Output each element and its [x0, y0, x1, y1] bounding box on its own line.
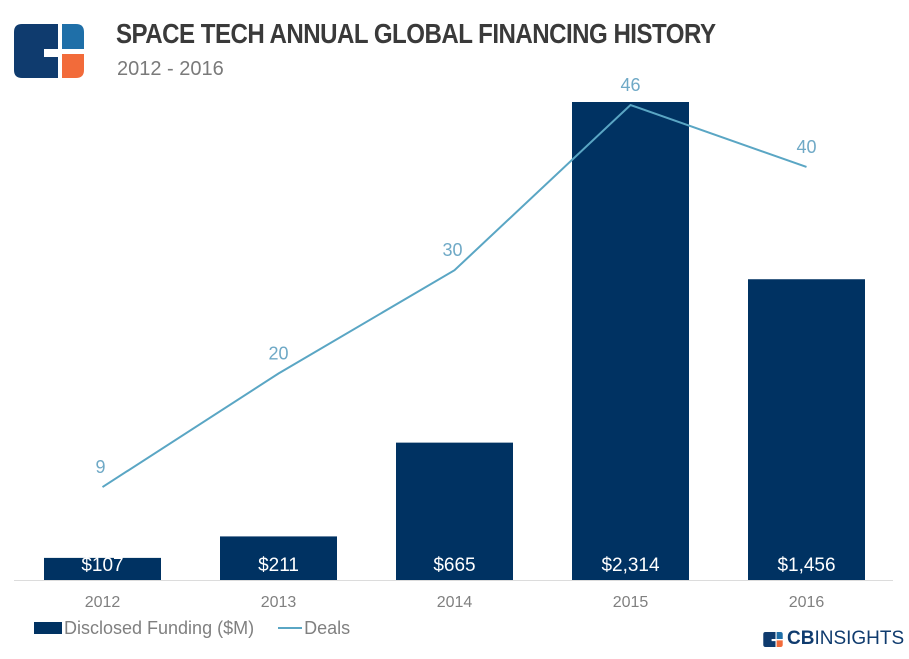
brand-text-regular: INSIGHTS: [814, 628, 905, 649]
bar-2016: [748, 279, 865, 580]
deals-label-2015: 46: [620, 75, 640, 95]
deals-line: [101, 103, 807, 488]
brand-text-bold: CB: [787, 628, 815, 649]
bar-2012: [44, 557, 161, 580]
x-tick-label-2014: 2014: [437, 594, 473, 611]
bar-label-2015: $2,314: [601, 555, 660, 576]
deals-label-2012: 9: [95, 457, 105, 477]
bar-label-2012: $107: [81, 555, 123, 576]
deals-label-2013: 20: [268, 343, 288, 363]
legend-label-deals: Deals: [304, 617, 351, 638]
bar-label-2016: $1,456: [777, 555, 835, 576]
x-tick-label-2012: 2012: [85, 594, 121, 611]
legend: Disclosed Funding ($M) Deals: [34, 617, 350, 639]
legend-swatch-deals: [278, 627, 303, 629]
chart-subtitle: 2012 - 2016: [117, 58, 224, 80]
bar-2014: [396, 442, 513, 580]
chart-title: SPACE TECH ANNUAL GLOBAL FINANCING HISTO…: [116, 18, 716, 49]
x-tick-label-2015: 2015: [613, 594, 649, 611]
x-tick-label-2016: 2016: [789, 594, 825, 611]
bar-2013: [220, 536, 337, 580]
legend-swatch-funding: [34, 622, 62, 634]
bar-2015: [572, 102, 689, 580]
x-tick-label-2013: 2013: [261, 594, 297, 611]
cb-insights-logo-icon: [14, 24, 84, 78]
cb-insights-small-logo-icon: [763, 631, 783, 647]
legend-label-funding: Disclosed Funding ($M): [64, 617, 255, 638]
deals-label-2014: 30: [442, 240, 462, 260]
brand-footer: CB INSIGHTS: [763, 628, 904, 650]
bar-label-2014: $665: [433, 555, 475, 576]
deals-label-2016: 40: [796, 137, 816, 157]
bar-label-2013: $211: [258, 555, 299, 576]
